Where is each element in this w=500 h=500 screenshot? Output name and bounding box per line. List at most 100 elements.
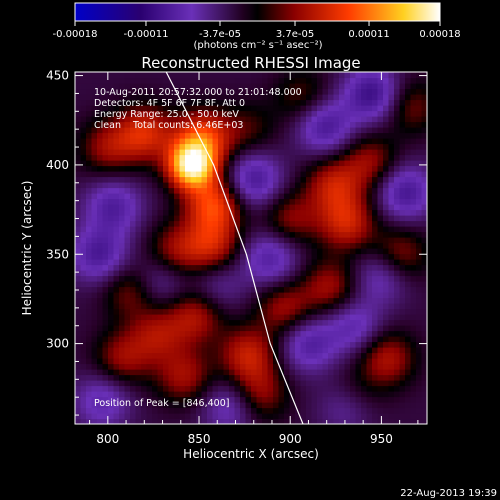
heatmap-cell xyxy=(174,275,181,282)
heatmap-cell xyxy=(113,413,120,420)
heatmap-cell xyxy=(108,275,115,282)
plot-area xyxy=(75,72,427,424)
heatmap-cell xyxy=(207,171,214,178)
heatmap-cell xyxy=(410,215,417,222)
heatmap-cell xyxy=(273,253,280,260)
heatmap-cell xyxy=(306,209,313,216)
heatmap-cell xyxy=(377,154,384,161)
heatmap-cell xyxy=(421,204,427,211)
heatmap-cell xyxy=(135,347,142,354)
heatmap-cell xyxy=(262,253,269,260)
heatmap-cell xyxy=(421,281,427,288)
heatmap-cell xyxy=(295,303,302,310)
heatmap-cell xyxy=(295,231,302,238)
heatmap-cell xyxy=(306,165,313,172)
heatmap-cell xyxy=(91,132,98,139)
heatmap-cell xyxy=(157,248,164,255)
heatmap-cell xyxy=(75,204,82,211)
heatmap-cell xyxy=(223,160,230,167)
heatmap-cell xyxy=(185,259,192,266)
heatmap-cell xyxy=(289,237,296,244)
heatmap-cell xyxy=(322,396,329,403)
heatmap-cell xyxy=(119,358,126,365)
heatmap-cell xyxy=(399,314,406,321)
heatmap-cell xyxy=(410,380,417,387)
heatmap-cell xyxy=(322,220,329,227)
heatmap-cell xyxy=(141,209,148,216)
heatmap-cell xyxy=(394,303,401,310)
heatmap-cell xyxy=(190,369,197,376)
heatmap-cell xyxy=(119,303,126,310)
heatmap-cell xyxy=(251,319,258,326)
heatmap-cell xyxy=(328,237,335,244)
heatmap-cell xyxy=(174,363,181,370)
heatmap-cell xyxy=(119,347,126,354)
heatmap-cell xyxy=(350,330,357,337)
heatmap-cell xyxy=(355,308,362,315)
heatmap-cell xyxy=(141,275,148,282)
heatmap-cell xyxy=(339,160,346,167)
heatmap-cell xyxy=(245,138,252,145)
heatmap-cell xyxy=(212,237,219,244)
heatmap-cell xyxy=(350,407,357,414)
heatmap-cell xyxy=(273,248,280,255)
heatmap-cell xyxy=(146,149,153,156)
heatmap-cell xyxy=(410,110,417,117)
heatmap-cell xyxy=(306,418,313,424)
heatmap-cell xyxy=(339,308,346,315)
heatmap-cell xyxy=(410,363,417,370)
heatmap-cell xyxy=(218,160,225,167)
heatmap-cell xyxy=(80,248,87,255)
heatmap-cell xyxy=(311,402,318,409)
heatmap-cell xyxy=(179,209,186,216)
heatmap-cell xyxy=(278,358,285,365)
heatmap-cell xyxy=(97,369,104,376)
heatmap-cell xyxy=(306,198,313,205)
heatmap-cell xyxy=(388,242,395,249)
heatmap-cell xyxy=(245,413,252,420)
heatmap-cell xyxy=(185,391,192,398)
heatmap-cell xyxy=(141,286,148,293)
heatmap-cell xyxy=(234,165,241,172)
heatmap-cell xyxy=(284,402,291,409)
heatmap-cell xyxy=(267,127,274,134)
heatmap-cell xyxy=(75,418,82,424)
heatmap-cell xyxy=(113,160,120,167)
heatmap-cell xyxy=(388,380,395,387)
heatmap-cell xyxy=(251,259,258,266)
heatmap-cell xyxy=(306,110,313,117)
heatmap-cell xyxy=(339,319,346,326)
heatmap-cell xyxy=(289,308,296,315)
heatmap-cell xyxy=(97,176,104,183)
heatmap-cell xyxy=(113,380,120,387)
heatmap-cell xyxy=(383,187,390,194)
heatmap-cell xyxy=(278,215,285,222)
heatmap-cell xyxy=(416,105,423,112)
heatmap-cell xyxy=(328,154,335,161)
heatmap-cell xyxy=(284,187,291,194)
heatmap-cell xyxy=(284,297,291,304)
heatmap-cell xyxy=(212,154,219,161)
heatmap-cell xyxy=(97,110,104,117)
heatmap-cell xyxy=(311,198,318,205)
heatmap-cell xyxy=(388,314,395,321)
heatmap-cell xyxy=(289,72,296,79)
heatmap-cell xyxy=(86,341,93,348)
heatmap-cell xyxy=(267,83,274,90)
heatmap-cell xyxy=(124,286,131,293)
heatmap-cell xyxy=(388,198,395,205)
heatmap-cell xyxy=(262,226,269,233)
heatmap-cell xyxy=(300,182,307,189)
heatmap-cell xyxy=(361,176,368,183)
heatmap-cell xyxy=(130,116,137,123)
heatmap-cell xyxy=(333,286,340,293)
heatmap-cell xyxy=(405,110,412,117)
heatmap-cell xyxy=(234,286,241,293)
heatmap-cell xyxy=(190,138,197,145)
heatmap-cell xyxy=(119,418,126,424)
heatmap-cell xyxy=(152,380,159,387)
heatmap-cell xyxy=(388,281,395,288)
heatmap-cell xyxy=(317,325,324,332)
heatmap-cell xyxy=(421,187,427,194)
heatmap-cell xyxy=(130,171,137,178)
